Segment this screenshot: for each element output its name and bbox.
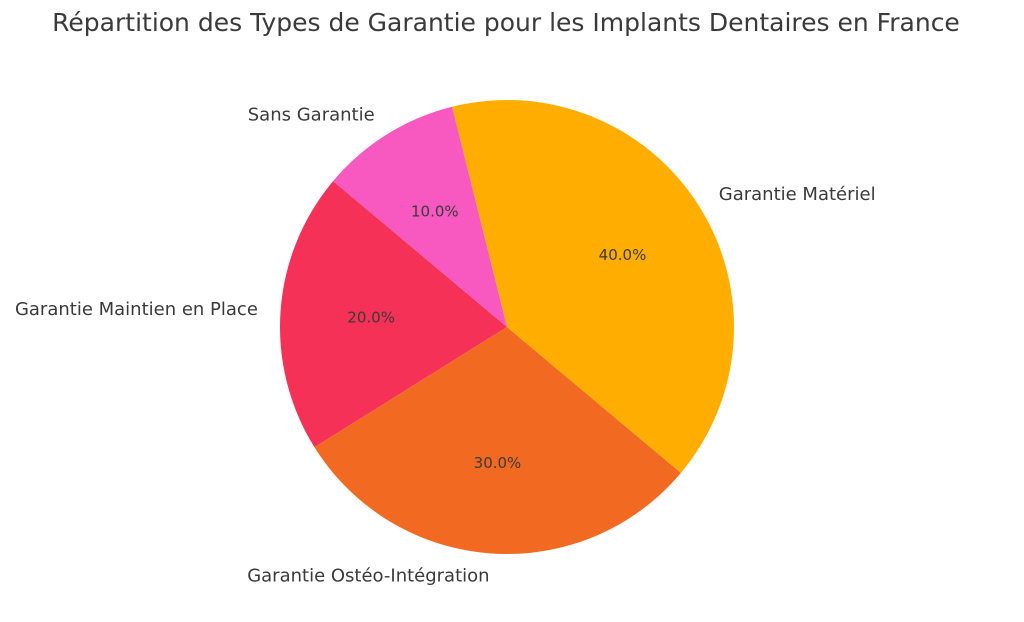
pie-slice	[452, 99, 734, 473]
slice-percent-label: 30.0%	[474, 454, 522, 472]
slice-percent-label: 10.0%	[411, 202, 459, 220]
pie-slices	[279, 99, 734, 554]
pie-slice	[333, 106, 507, 328]
slice-percent-label: 20.0%	[347, 308, 395, 326]
pie-slice	[279, 181, 507, 448]
slice-category-label: Garantie Maintien en Place	[15, 299, 258, 320]
slice-category-label: Garantie Matériel	[719, 184, 876, 205]
pie-labels: 20.0% Garantie Maintien en Place 30.0% Gara…	[15, 105, 876, 587]
slice-percent-label: 40.0%	[599, 246, 647, 264]
chart-title: Répartition des Types de Garantie pour l…	[52, 8, 960, 37]
slice-category-label: Sans Garantie	[248, 105, 375, 126]
slice-category-label: Garantie Ostéo-Intégration	[247, 566, 489, 587]
pie-slice	[314, 327, 681, 554]
